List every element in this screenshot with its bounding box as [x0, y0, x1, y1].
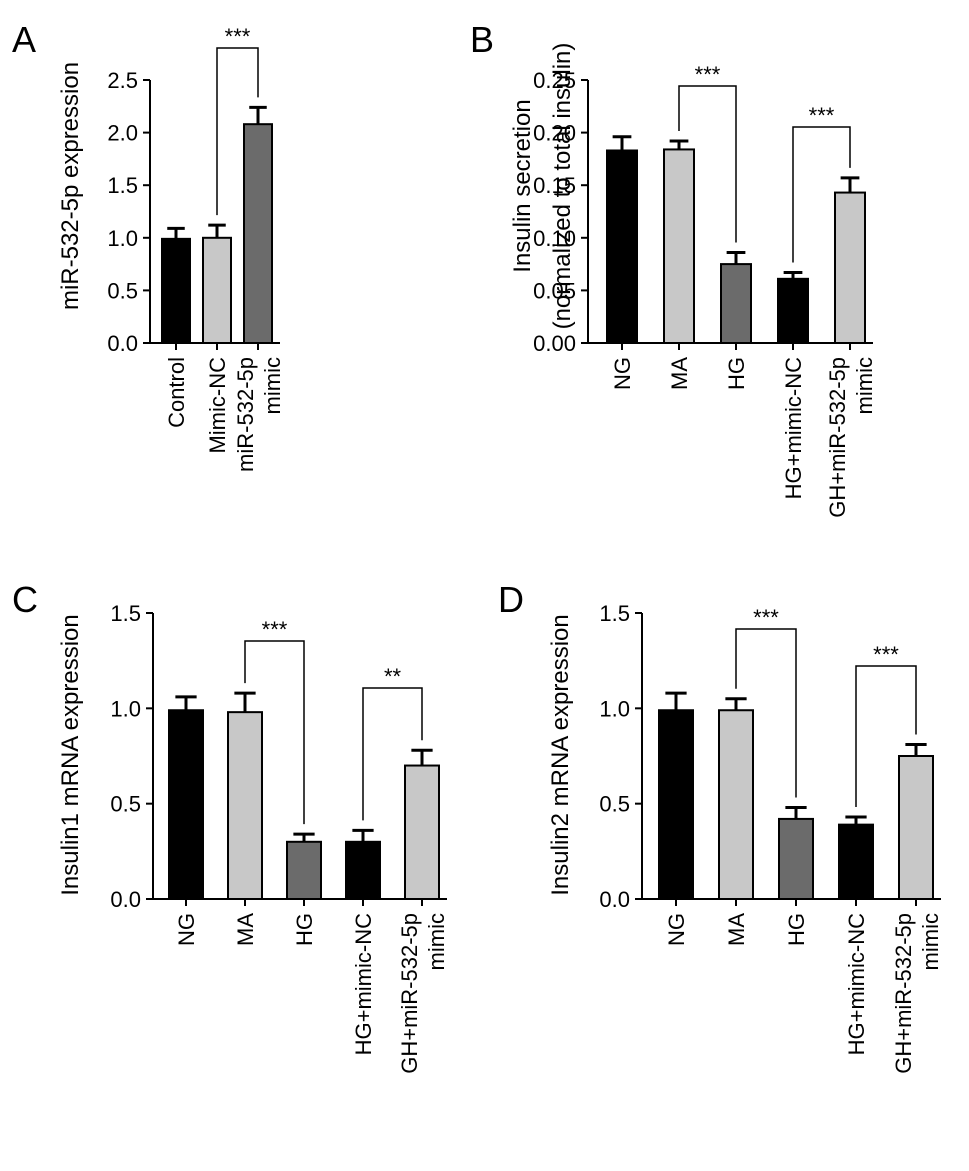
x-tick-label: HG: [784, 913, 809, 946]
y-axis-label: miR-532-5p expression: [57, 62, 84, 310]
bar: [838, 823, 874, 901]
y-tick-label: 0.0: [110, 887, 141, 912]
y-tick-label: 0.05: [533, 278, 576, 303]
x-tick-label: Control: [164, 357, 189, 428]
y-tick-label: 0.25: [533, 68, 576, 93]
x-tick-label: NG: [664, 913, 689, 946]
y-axis-label: Insulin1 mRNA expression: [57, 614, 84, 895]
bar: [243, 123, 273, 344]
panel-A: A 0.0 0.5 1.0 1.5 2.0 2.5 miR-532-5p expression…: [12, 19, 285, 472]
significance-label: ***: [809, 103, 835, 128]
significance-bracket: [792, 126, 851, 263]
significance-bracket: [678, 85, 737, 243]
x-tick-label: MA: [667, 357, 692, 390]
bar: [227, 711, 263, 900]
panel-label: B: [470, 19, 494, 60]
bar: [286, 840, 322, 900]
bar: [663, 148, 695, 344]
significance-label: ***: [225, 24, 251, 49]
x-tick-label: miR-532-5p: [233, 357, 258, 472]
significance-bracket: [216, 47, 259, 216]
y-tick-label: 0.15: [533, 173, 576, 198]
bar: [834, 191, 866, 344]
y-tick-label: 1.0: [599, 696, 630, 721]
panel-label: C: [12, 579, 38, 620]
x-tick-label: Mimic-NC: [205, 357, 230, 454]
bar: [720, 263, 752, 345]
x-tick-label: HG+mimic-NC: [844, 913, 869, 1055]
y-tick-label: 2.5: [107, 68, 138, 93]
bar: [345, 840, 381, 900]
significance-label: **: [384, 664, 402, 689]
x-tick-label: mimic: [260, 357, 285, 414]
y-axis-label: Insulin secretion: [509, 99, 536, 272]
significance-bracket: [244, 640, 305, 825]
y-tick-label: 0.0: [107, 331, 138, 356]
bar: [777, 277, 809, 344]
x-tick-label: mimic: [918, 913, 943, 970]
bar: [718, 709, 754, 900]
panel-label: A: [12, 19, 36, 60]
x-tick-label: HG: [724, 357, 749, 390]
y-tick-label: 2.0: [107, 121, 138, 146]
x-tick-label: mimic: [424, 913, 449, 970]
significance-label: ***: [873, 642, 899, 667]
x-tick-label: GH+miR-532-5p: [825, 357, 850, 518]
significance-label: ***: [695, 62, 721, 87]
panel-C: C 0.0 0.5 1.0 1.5 Insulin1 mRNA expression NG M…: [12, 579, 449, 1074]
bar: [606, 149, 638, 344]
x-tick-label: GH+miR-532-5p: [397, 913, 422, 1074]
y-tick-label: 0.0: [599, 887, 630, 912]
panel-B: B 0.00 0.05 0.10 0.15 0.20 0.25 Insulin secreti…: [470, 19, 877, 518]
significance-label: ***: [753, 605, 779, 630]
x-tick-label: MA: [233, 913, 258, 946]
y-tick-label: 1.5: [110, 601, 141, 626]
x-tick-label: HG: [292, 913, 317, 946]
x-tick-label: NG: [610, 357, 635, 390]
bar: [202, 236, 232, 344]
y-tick-label: 1.0: [107, 226, 138, 251]
x-tick-label: HG+mimic-NC: [781, 357, 806, 499]
x-tick-label: MA: [724, 913, 749, 946]
y-tick-label: 0.5: [110, 792, 141, 817]
significance-bracket: [735, 628, 797, 798]
bar: [778, 817, 814, 900]
y-tick-label: 0.5: [599, 792, 630, 817]
y-axis-label: (normalized to total insulin): [549, 43, 576, 330]
y-axis-label: Insulin2 mRNA expression: [547, 614, 574, 895]
y-tick-label: 0.5: [107, 278, 138, 303]
y-tick-label: 0.10: [533, 226, 576, 251]
y-tick-label: 1.5: [599, 601, 630, 626]
significance-bracket: [855, 665, 917, 808]
bar: [168, 709, 204, 900]
x-tick-label: NG: [174, 913, 199, 946]
bar: [161, 237, 191, 345]
y-tick-label: 0.20: [533, 121, 576, 146]
bar: [404, 764, 440, 900]
significance-label: ***: [262, 617, 288, 642]
bar: [898, 755, 934, 900]
y-tick-label: 1.5: [107, 173, 138, 198]
y-tick-label: 1.0: [110, 696, 141, 721]
y-tick-label: 0.00: [533, 331, 576, 356]
x-tick-label: GH+miR-532-5p: [891, 913, 916, 1074]
bar: [658, 709, 694, 900]
significance-bracket: [362, 687, 423, 821]
panel-D: D 0.0 0.5 1.0 1.5 Insulin2 mRNA expression NG M…: [498, 579, 943, 1074]
panel-label: D: [498, 579, 524, 620]
x-tick-label: HG+mimic-NC: [351, 913, 376, 1055]
x-tick-label: mimic: [852, 357, 877, 414]
